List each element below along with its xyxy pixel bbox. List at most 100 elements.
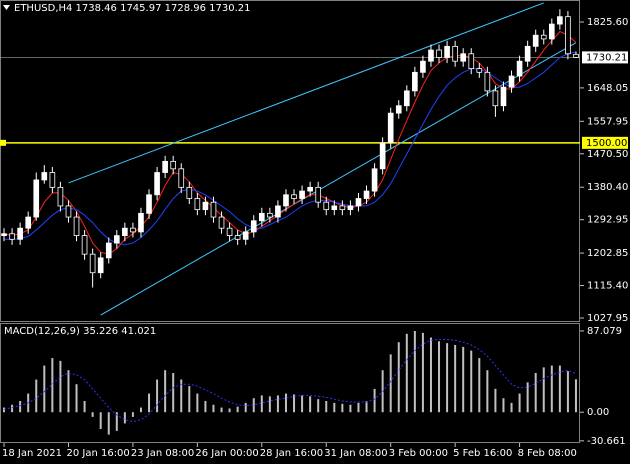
macd-bar	[83, 401, 86, 413]
x-tick-label: 23 Jan 08:00	[131, 448, 194, 459]
macd-bar	[59, 360, 62, 413]
macd-bar	[91, 412, 94, 417]
candle-body	[500, 86, 507, 107]
candle-body	[412, 71, 418, 92]
channel-line	[68, 2, 544, 184]
y-tick-label: 0.00	[587, 407, 609, 418]
candle-body	[170, 160, 177, 170]
candle-body	[363, 190, 370, 199]
candle-body	[371, 168, 378, 192]
macd-bar	[180, 379, 183, 413]
macd-bar	[566, 371, 569, 413]
main-panel	[0, 0, 580, 322]
macd-bar	[99, 412, 102, 430]
macd-bar	[43, 365, 46, 413]
candle-body	[420, 60, 426, 73]
candle-body	[315, 186, 322, 203]
candle-body	[283, 194, 289, 207]
candle-body	[234, 235, 241, 240]
macd-bar	[172, 373, 175, 413]
macd-bar	[51, 358, 54, 413]
candle-body	[540, 34, 547, 40]
macd-bar	[156, 379, 159, 413]
macd-bar	[438, 341, 441, 413]
macd-bar	[228, 408, 231, 413]
candle-body	[65, 205, 72, 218]
macd-title: MACD(12,26,9) 35.226 41.021	[4, 326, 156, 337]
chart-title: ETHUSD,H4 1738.46 1745.97 1728.96 1730.2…	[14, 3, 251, 14]
macd-bar	[502, 398, 505, 413]
candle-body	[73, 216, 80, 237]
y-tick-label: 1202.85	[587, 248, 628, 259]
macd-bar	[510, 402, 513, 413]
candle-body	[25, 216, 32, 229]
macd-bar	[204, 401, 207, 413]
candle-body	[49, 172, 56, 188]
candle-body	[291, 194, 297, 199]
y-tick-label: 1292.95	[587, 215, 628, 226]
macd-bar	[317, 399, 320, 413]
candle-body	[548, 23, 555, 40]
candle-body	[532, 34, 539, 47]
macd-panel	[0, 323, 580, 443]
candle-body	[242, 231, 249, 240]
candle-body	[460, 53, 467, 62]
macd-bar	[293, 394, 296, 413]
macd-bar	[405, 333, 408, 413]
price-label: 1730.21	[586, 52, 627, 63]
macd-bar	[123, 412, 126, 424]
candle-body	[355, 198, 362, 207]
macd-bar	[188, 386, 191, 413]
macd-bar	[486, 370, 489, 413]
candle-body	[146, 194, 152, 214]
macd-bar	[357, 402, 360, 413]
macd-bar	[494, 388, 497, 413]
candle-body	[299, 190, 305, 199]
macd-bar	[534, 373, 537, 413]
macd-bar	[212, 404, 215, 413]
macd-bar	[470, 350, 473, 413]
channel-line	[100, 42, 577, 316]
candle-body	[89, 253, 96, 274]
macd-bar	[268, 396, 271, 413]
candle-body	[347, 205, 354, 211]
y-tick-label: 1825.60	[587, 17, 628, 28]
candle-body	[307, 186, 313, 192]
y-tick-label: 1648.05	[587, 83, 628, 94]
candle-body	[379, 142, 386, 170]
candle-body	[267, 212, 273, 218]
candle-body	[194, 198, 201, 211]
macd-bar	[244, 402, 247, 413]
candle-body	[339, 205, 346, 211]
candle-body	[57, 186, 64, 207]
macd-bar	[131, 412, 134, 417]
candle-body	[162, 160, 168, 173]
candle-body	[154, 172, 160, 196]
macd-bar	[107, 412, 110, 435]
candle-body	[178, 168, 185, 188]
candle-body	[387, 112, 394, 144]
macd-bar	[3, 407, 6, 413]
macd-bar	[373, 388, 376, 413]
candle-body	[323, 201, 330, 211]
candle-body	[516, 60, 523, 77]
macd-bar	[454, 345, 457, 413]
macd-bar	[574, 379, 577, 413]
macd-bar	[478, 358, 481, 413]
macd-bar	[341, 403, 344, 413]
candle-body	[476, 68, 483, 73]
macd-bar	[252, 398, 255, 413]
candle-body	[81, 235, 88, 255]
candle-body	[492, 90, 499, 107]
candle-body	[97, 257, 104, 274]
macd-bar	[67, 370, 70, 413]
candle-body	[250, 220, 257, 233]
macd-bar	[164, 370, 167, 413]
candle-body	[444, 45, 450, 58]
candle-body	[9, 233, 15, 240]
x-tick-label: 31 Jan 08:00	[324, 448, 387, 459]
candle-body	[33, 179, 40, 218]
candle-body	[524, 45, 531, 62]
